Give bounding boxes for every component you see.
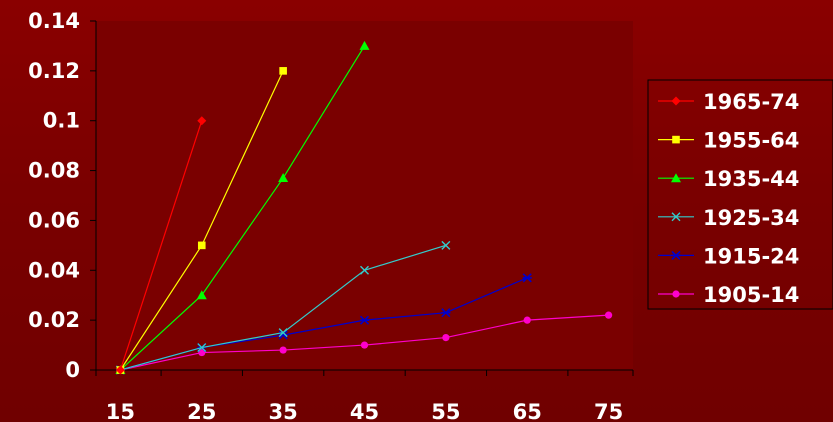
y-tick-label: 0.06: [28, 208, 80, 232]
legend-item-1915-24: 1915-24: [658, 244, 799, 268]
y-tick-label: 0.14: [28, 9, 80, 33]
plot-area: [96, 21, 633, 370]
data-point: [360, 265, 369, 275]
y-tick-label: 0.1: [43, 109, 80, 133]
data-point: [115, 365, 125, 375]
legend-swatch-marker: [672, 135, 680, 144]
data-point: [441, 308, 451, 318]
series-layer: [115, 40, 613, 375]
legend-label: 1965-74: [703, 90, 799, 114]
x-tick-label: 15: [106, 400, 135, 422]
legend-box: [647, 79, 833, 310]
data-point: [197, 343, 207, 353]
data-point: [197, 116, 207, 126]
legend-item-1955-64: 1955-64: [658, 129, 799, 153]
data-point: [523, 316, 531, 324]
legend-item-1905-14: 1905-14: [658, 283, 799, 307]
data-point: [278, 328, 288, 338]
legend-swatch-marker: [672, 290, 680, 298]
legend: 1965-74 1955-64 1935-44 1925-34 1915-24 1905-…: [647, 79, 833, 310]
data-point: [442, 333, 450, 342]
legend-label: 1955-64: [703, 129, 799, 153]
y-tick-label: 0.04: [28, 258, 80, 282]
data-point: [198, 348, 206, 357]
legend-swatch-marker: [671, 173, 681, 183]
legend-label: 1905-14: [703, 283, 799, 307]
data-point: [604, 311, 613, 319]
series-1965-74: [115, 116, 207, 375]
x-tick-label: 75: [594, 400, 623, 422]
series-1905-14: [116, 311, 613, 374]
data-point: [522, 273, 532, 283]
y-tick-label: 0: [65, 358, 80, 382]
axes: 0 0.02 0.04 0.06 0.08 0.1 0.12 0.14 15 25 35 45 55 65…: [28, 9, 634, 422]
y-tick-label: 0.08: [28, 159, 80, 183]
data-point: [279, 67, 287, 75]
x-tick-label: 65: [513, 400, 542, 422]
series-line-1935-44: [120, 45, 366, 371]
x-tick-label: 45: [350, 400, 379, 422]
legend-swatch-marker: [671, 212, 681, 222]
legend-item-1925-34: 1925-34: [658, 206, 799, 230]
legend-swatch-marker: [671, 96, 681, 106]
data-point: [196, 290, 207, 300]
legend-item-1935-44: 1935-44: [658, 167, 799, 191]
y-tick-label: 0.12: [28, 59, 80, 83]
legend-label: 1925-34: [703, 206, 799, 230]
legend-label: 1935-44: [703, 167, 799, 191]
x-tick-label: 25: [187, 400, 216, 422]
legend-label: 1915-24: [703, 244, 799, 268]
legend-item-1965-74: 1965-74: [658, 90, 799, 114]
data-point: [359, 40, 370, 50]
y-tick-label: 0.02: [28, 308, 80, 332]
x-tick-label: 55: [431, 400, 460, 422]
data-point: [197, 241, 206, 250]
series-line-1965-74: [119, 120, 203, 371]
data-point: [359, 315, 370, 325]
data-point: [278, 173, 289, 183]
data-point: [441, 240, 451, 250]
x-tick-label: 35: [269, 400, 298, 422]
data-point: [360, 341, 369, 349]
legend-swatch-marker: [671, 250, 681, 260]
data-point: [279, 346, 287, 354]
